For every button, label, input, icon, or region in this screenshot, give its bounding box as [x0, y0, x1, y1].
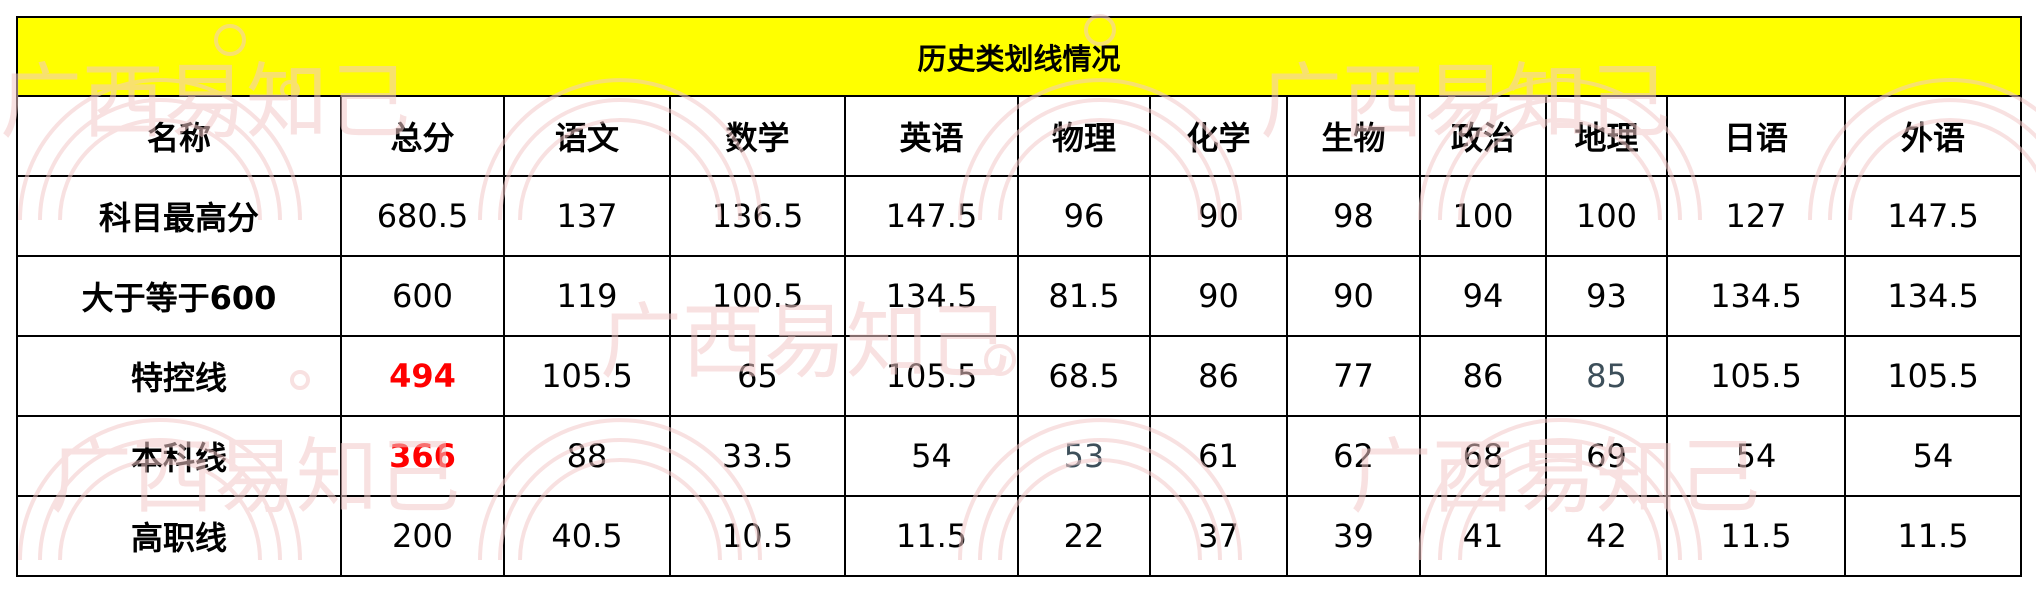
column-header: 日语 — [1666, 95, 1846, 177]
table-cell: 40.5 — [503, 495, 671, 577]
table-cell: 119 — [503, 255, 671, 337]
table-cell: 600 — [340, 255, 505, 337]
table-cell: 77 — [1286, 335, 1421, 417]
row-label: 本科线 — [16, 415, 342, 497]
column-header: 政治 — [1419, 95, 1547, 177]
table-cell: 137 — [503, 175, 671, 257]
table-cell: 85 — [1545, 335, 1668, 417]
column-header: 英语 — [844, 95, 1019, 177]
column-header: 总分 — [340, 95, 505, 177]
table-cell: 494 — [340, 335, 505, 417]
table-cell: 39 — [1286, 495, 1421, 577]
table-cell: 68.5 — [1017, 335, 1151, 417]
table-row: 高职线 200 40.5 10.5 11.5 22 37 39 41 42 11.5 11.5 — [16, 495, 2023, 577]
row-label: 科目最高分 — [16, 175, 342, 257]
table-cell: 134.5 — [1666, 255, 1846, 337]
table-cell: 90 — [1149, 255, 1288, 337]
table-cell: 680.5 — [340, 175, 505, 257]
table-row: 特控线 494 105.5 65 105.5 68.5 86 77 86 85 105.5 105.5 — [16, 335, 2023, 417]
column-header: 名称 — [16, 95, 342, 177]
table-title: 历史类划线情况 — [15, 16, 2023, 97]
table-cell: 127 — [1666, 175, 1846, 257]
table-cell: 54 — [844, 415, 1019, 497]
table-cell: 11.5 — [844, 495, 1019, 577]
table-cell: 88 — [503, 415, 671, 497]
table-cell: 93 — [1545, 255, 1668, 337]
column-header: 外语 — [1843, 95, 2023, 177]
table-cell: 100 — [1545, 175, 1668, 257]
table-cell: 100.5 — [669, 255, 846, 337]
column-header: 物理 — [1017, 95, 1151, 177]
table-cell: 11.5 — [1666, 495, 1846, 577]
table-cell: 105.5 — [844, 335, 1019, 417]
row-label: 特控线 — [16, 335, 342, 417]
column-header: 数学 — [669, 95, 846, 177]
table-cell: 65 — [669, 335, 846, 417]
table-cell: 86 — [1419, 335, 1547, 417]
table-row: 本科线 366 88 33.5 54 53 61 62 68 69 54 54 — [16, 415, 2023, 497]
table-cell: 41 — [1419, 495, 1547, 577]
column-header: 地理 — [1545, 95, 1668, 177]
table-cell: 90 — [1286, 255, 1421, 337]
table-cell: 62 — [1286, 415, 1421, 497]
table-cell: 69 — [1545, 415, 1668, 497]
table-cell: 147.5 — [844, 175, 1019, 257]
header-row: 名称 总分 语文 数学 英语 物理 化学 生物 政治 地理 日语 外语 — [16, 95, 2023, 177]
column-header: 化学 — [1149, 95, 1288, 177]
table-cell: 81.5 — [1017, 255, 1151, 337]
table-cell: 22 — [1017, 495, 1151, 577]
table-cell: 68 — [1419, 415, 1547, 497]
table-cell: 147.5 — [1843, 175, 2023, 257]
table-cell: 94 — [1419, 255, 1547, 337]
table-cell: 86 — [1149, 335, 1288, 417]
table-cell: 96 — [1017, 175, 1151, 257]
table-cell: 90 — [1149, 175, 1288, 257]
table-cell: 366 — [340, 415, 505, 497]
table-cell: 37 — [1149, 495, 1288, 577]
table-cell: 10.5 — [669, 495, 846, 577]
table-cell: 105.5 — [1666, 335, 1846, 417]
table-row: 大于等于600 600 119 100.5 134.5 81.5 90 90 94 93 134.5… — [16, 255, 2023, 337]
table-cell: 105.5 — [503, 335, 671, 417]
table-cell: 53 — [1017, 415, 1151, 497]
table-cell: 33.5 — [669, 415, 846, 497]
table-cell: 11.5 — [1843, 495, 2023, 577]
column-header: 生物 — [1286, 95, 1421, 177]
score-line-table: 历史类划线情况 名称 总分 语文 数学 英语 物理 化学 生物 政治 地理 日语 外语 科目最高分 68… — [15, 16, 2023, 577]
table-cell: 134.5 — [844, 255, 1019, 337]
table-cell: 98 — [1286, 175, 1421, 257]
table-row: 科目最高分 680.5 137 136.5 147.5 96 90 98 100 100 127 14… — [16, 175, 2023, 257]
table-cell: 100 — [1419, 175, 1547, 257]
table-cell: 61 — [1149, 415, 1288, 497]
table-cell: 105.5 — [1843, 335, 2023, 417]
table-cell: 200 — [340, 495, 505, 577]
row-label: 大于等于600 — [16, 255, 342, 337]
table-cell: 42 — [1545, 495, 1668, 577]
row-label: 高职线 — [16, 495, 342, 577]
table-cell: 136.5 — [669, 175, 846, 257]
table-cell: 134.5 — [1843, 255, 2023, 337]
table-cell: 54 — [1843, 415, 2023, 497]
table-cell: 54 — [1666, 415, 1846, 497]
column-header: 语文 — [503, 95, 671, 177]
